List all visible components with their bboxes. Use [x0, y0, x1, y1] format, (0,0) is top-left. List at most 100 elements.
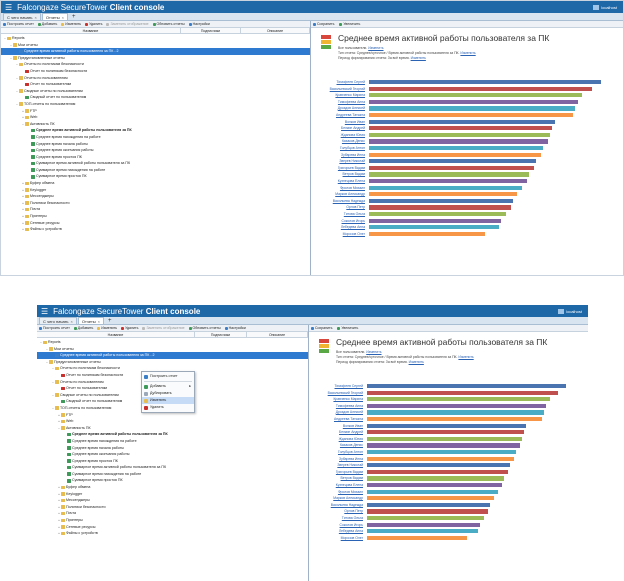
tree-item[interactable]: Отчет по политикам безопасности [1, 68, 310, 75]
tree-item[interactable]: + Буфер обмена [1, 180, 310, 187]
tree-item[interactable]: − Сводные отчеты по пользователям [1, 88, 310, 95]
collapse-icon[interactable]: − [52, 405, 54, 410]
expand-icon[interactable]: + [22, 220, 24, 225]
tree-item[interactable]: Суммарное время активной работы пользова… [37, 464, 308, 471]
edit-button[interactable]: Изменить [61, 22, 81, 26]
menu-icon[interactable]: ☰ [41, 306, 49, 316]
tree-item[interactable]: + Почта [1, 206, 310, 213]
tree-item[interactable]: + Политики безопасности [1, 200, 310, 207]
category-label[interactable]: Белкин Андрей [339, 430, 363, 435]
category-label[interactable]: Голубцов Антон [337, 450, 363, 454]
tree-item[interactable]: Среднее время начала работы [37, 445, 308, 452]
tree-item[interactable]: Среднее время окончания работы [1, 147, 310, 154]
expand-icon[interactable]: + [22, 181, 24, 186]
add-button[interactable]: Добавить [73, 326, 93, 330]
menu-item-add[interactable]: Добавить ▸ [142, 383, 194, 390]
category-label[interactable]: Григорьев Вадим [335, 469, 363, 474]
tree-item[interactable]: + Keylogger [1, 187, 310, 194]
tree-item[interactable]: Суммарное время активной работы пользова… [1, 160, 310, 167]
expand-icon[interactable]: + [58, 498, 60, 503]
expand-icon[interactable]: + [58, 511, 60, 516]
settings-button[interactable]: Настройки [224, 326, 246, 330]
tree-item[interactable]: Среднее время начала работы [1, 141, 310, 148]
category-label[interactable]: Васильевский Георгий [327, 390, 363, 395]
collapse-icon[interactable]: − [22, 121, 24, 126]
category-label[interactable]: Васильева Надежда [332, 198, 365, 203]
expand-icon[interactable]: + [58, 491, 60, 496]
change-period-link[interactable]: Изменить [410, 56, 426, 60]
expand-icon[interactable]: + [58, 419, 60, 424]
column-description[interactable]: Описание [247, 332, 308, 337]
category-label[interactable]: Фролов Михаил [339, 185, 365, 190]
collapse-icon[interactable]: − [16, 101, 18, 106]
category-label[interactable]: Волков Иван [342, 423, 363, 428]
tree-item[interactable]: + FTP [1, 108, 310, 115]
category-label[interactable]: Кравченко Марина [335, 93, 365, 98]
category-label[interactable]: Тимофеев Сергей [334, 384, 364, 388]
tree-item[interactable]: Среднее время нахождения на работе [37, 438, 308, 445]
user-badge[interactable]: localhost [593, 4, 617, 10]
expand-icon[interactable]: + [22, 187, 24, 192]
tree-item[interactable]: Отчет по политикам безопасности [37, 372, 308, 379]
tree-item[interactable]: − Мои отчеты [1, 42, 310, 49]
collapse-icon[interactable]: − [40, 340, 42, 344]
category-label[interactable]: Титова Ольга [343, 212, 365, 216]
category-label[interactable]: Лебедева Анна [340, 225, 365, 230]
tree-item[interactable]: + Принтеры [1, 213, 310, 220]
expand-icon[interactable]: + [58, 518, 60, 523]
tree-item[interactable]: − Предустановленные отчеты [37, 359, 308, 366]
category-label[interactable]: Орлов Петр [346, 205, 365, 210]
column-name[interactable]: Название [37, 332, 195, 337]
collapse-icon[interactable]: − [58, 425, 60, 430]
menu-item-build[interactable]: Построить отчет [142, 373, 194, 380]
edit-button[interactable]: Изменить [97, 326, 117, 330]
column-name[interactable]: Название [1, 28, 181, 33]
tree-item[interactable]: − ТОП-отчеты по пользователям [37, 405, 308, 412]
close-icon[interactable]: × [34, 14, 37, 20]
change-type-link[interactable]: Изменить [458, 355, 474, 359]
tree-item[interactable]: Среднее время активной работы пользовате… [37, 431, 308, 438]
tree-item[interactable]: Среднее время активной работы пользовате… [37, 352, 308, 359]
expand-icon[interactable]: + [22, 108, 24, 113]
tab-reports[interactable]: Отчеты × [41, 13, 69, 20]
category-label[interactable]: Тимофеева Анна [335, 403, 363, 408]
tree-item[interactable]: + Почта [37, 510, 308, 517]
tree-item[interactable]: Среднее время активной работы пользовате… [1, 127, 310, 134]
tree-item[interactable]: − Мои отчеты [37, 346, 308, 353]
category-label[interactable]: Григорьев Вадим [337, 165, 365, 170]
category-label[interactable]: Марков Александр [335, 192, 365, 197]
tree-item[interactable]: + Буфер обмена [37, 484, 308, 491]
tree-item[interactable]: Суммарное время простоя ПК [37, 477, 308, 484]
collapse-icon[interactable]: − [16, 75, 18, 80]
collapse-icon[interactable]: − [52, 366, 54, 371]
tree-item[interactable]: Среднее время простоя ПК [37, 458, 308, 465]
tree-item[interactable]: − Reports [1, 35, 310, 42]
category-label[interactable]: Казаков Денис [339, 443, 363, 448]
delete-button[interactable]: Удалить [121, 326, 138, 330]
tree-item[interactable]: − Отчеты по пользователям [37, 379, 308, 386]
tree-item[interactable]: Отчет по пользователям [1, 81, 310, 88]
change-period-link[interactable]: Изменить [408, 360, 424, 364]
tree-item[interactable]: + Мессенджеры [1, 193, 310, 200]
category-label[interactable]: Андреева Татьяна [333, 417, 363, 421]
tree-item[interactable]: Суммарное время нахождения на работе [37, 471, 308, 478]
build-report-button[interactable]: Построить отчет [39, 326, 70, 330]
tree-item[interactable]: + FTP [37, 412, 308, 419]
category-label[interactable]: Казаков Денис [341, 139, 365, 144]
category-label[interactable]: Марков Александр [333, 496, 363, 501]
tree-item[interactable]: Среднее время нахождения на работе [1, 134, 310, 141]
category-label[interactable]: Зубарева Инна [341, 152, 365, 157]
category-label[interactable]: Белкин Андрей [341, 126, 365, 131]
expand-icon[interactable]: + [58, 485, 60, 490]
collapse-icon[interactable]: − [4, 36, 6, 40]
category-label[interactable]: Ветров Вадим [340, 476, 363, 481]
tree-item[interactable]: + Web [1, 114, 310, 121]
refresh-reports-button[interactable]: Обновить отчеты [188, 326, 221, 330]
tree-item[interactable]: − ТОП-отчеты по пользователям [1, 101, 310, 108]
settings-button[interactable]: Настройки [188, 22, 210, 26]
category-label[interactable]: Зубарева Инна [339, 456, 363, 461]
tree-item[interactable]: − Активность ПК [37, 425, 308, 432]
expand-icon[interactable]: + [58, 412, 60, 417]
expand-icon[interactable]: + [58, 504, 60, 509]
category-label[interactable]: Орлов Петр [344, 509, 363, 514]
